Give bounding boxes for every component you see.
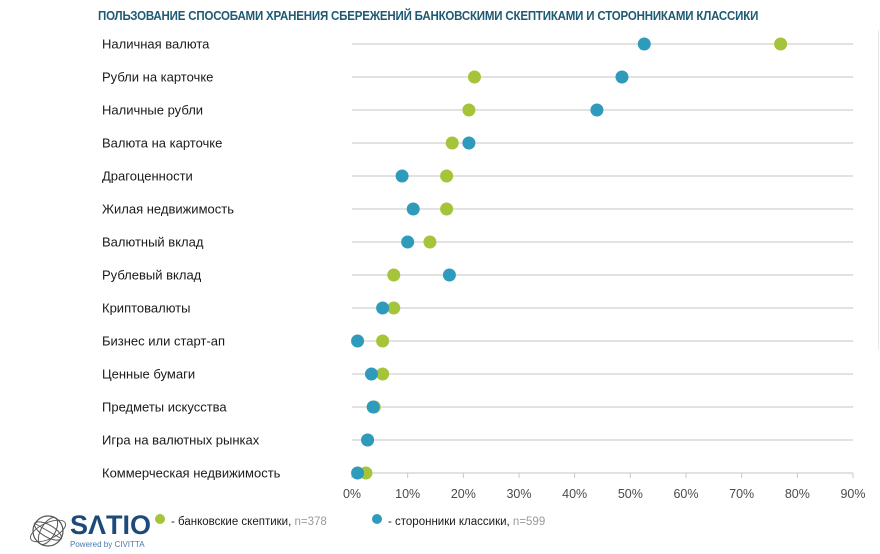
legend-marker-classics: [372, 513, 382, 524]
category-label: Рубли на карточке: [102, 70, 213, 85]
data-point-classics: [395, 169, 409, 183]
x-tick-label: 90%: [840, 487, 865, 501]
category-label: Криптовалюты: [102, 301, 190, 316]
gridlines: [352, 43, 853, 474]
category-label: Наличные рубли: [102, 103, 203, 118]
legend-label-classics: - сторонники классики,: [388, 516, 510, 528]
category-label: Драгоценности: [102, 169, 193, 184]
data-point-classics: [376, 301, 390, 315]
satio-logo: SΛTIO Powered by CIVITTA: [28, 510, 151, 551]
category-label: Предметы искусства: [102, 400, 227, 415]
data-point-skeptics: [774, 37, 788, 51]
category-label: Жилая недвижимость: [102, 202, 234, 217]
data-points: [351, 37, 788, 480]
data-point-classics: [401, 235, 415, 249]
logo-wordmark: SΛTIO: [70, 510, 152, 540]
data-point-classics: [462, 136, 476, 150]
category-label: Рублевый вклад: [102, 268, 202, 283]
data-point-skeptics: [376, 334, 390, 348]
data-point-skeptics: [462, 103, 476, 117]
data-point-classics: [590, 103, 604, 117]
right-edge-divider: [878, 30, 879, 350]
data-point-classics: [351, 466, 365, 480]
x-axis-ticks: 0% 10% 20% 30% 40% 50% 60% 70% 80% 90%: [343, 473, 866, 501]
category-label: Валюта на карточке: [102, 136, 222, 151]
data-point-classics: [351, 334, 365, 348]
data-point-skeptics: [423, 235, 437, 249]
category-labels: Наличная валюта Рубли на карточке Наличные…: [102, 37, 281, 481]
legend-label-skeptics: - банковские скептики,: [171, 516, 292, 528]
data-point-skeptics: [467, 70, 481, 84]
category-label: Наличная валюта: [102, 37, 210, 52]
globe-icon: [30, 515, 66, 547]
x-tick-label: 70%: [729, 487, 754, 501]
legend-item-skeptics: - банковские скептики, n=378: [155, 513, 327, 528]
legend-n-skeptics: n=378: [294, 516, 327, 528]
logo-tagline: Powered by CIVITTA: [70, 540, 145, 549]
data-point-classics: [406, 202, 420, 216]
data-point-classics: [615, 70, 629, 84]
data-point-skeptics: [445, 136, 459, 150]
x-tick-label: 40%: [562, 487, 587, 501]
data-point-skeptics: [387, 301, 401, 315]
data-point-classics: [361, 433, 375, 447]
data-point-skeptics: [440, 169, 454, 183]
category-label: Валютный вклад: [102, 235, 204, 250]
legend-item-classics: - сторонники классики, n=599: [372, 513, 546, 528]
legend-n-classics: n=599: [512, 516, 546, 528]
data-point-skeptics: [376, 367, 390, 381]
category-label: Ценные бумаги: [102, 367, 195, 382]
legend-marker-skeptics: [155, 513, 165, 524]
category-label: Игра на валютных рынках: [102, 433, 260, 448]
x-tick-label: 60%: [673, 487, 698, 501]
data-point-skeptics: [387, 268, 401, 282]
data-point-skeptics: [440, 202, 454, 216]
category-label: Бизнес или старт-ап: [102, 334, 225, 349]
x-tick-label: 30%: [506, 487, 531, 501]
x-tick-label: 20%: [451, 487, 476, 501]
chart-title: ПОЛЬЗОВАНИЕ СПОСОБАМИ ХРАНЕНИЯ СБЕРЕЖЕНИ…: [98, 9, 759, 23]
data-point-classics: [442, 268, 456, 282]
x-tick-label: 0%: [343, 487, 361, 501]
x-tick-label: 50%: [618, 487, 643, 501]
x-tick-label: 10%: [395, 487, 420, 501]
category-label: Коммерческая недвижимость: [102, 466, 281, 481]
data-point-classics: [366, 400, 380, 414]
x-tick-label: 80%: [785, 487, 810, 501]
data-point-classics: [637, 37, 651, 51]
data-point-classics: [364, 367, 378, 381]
